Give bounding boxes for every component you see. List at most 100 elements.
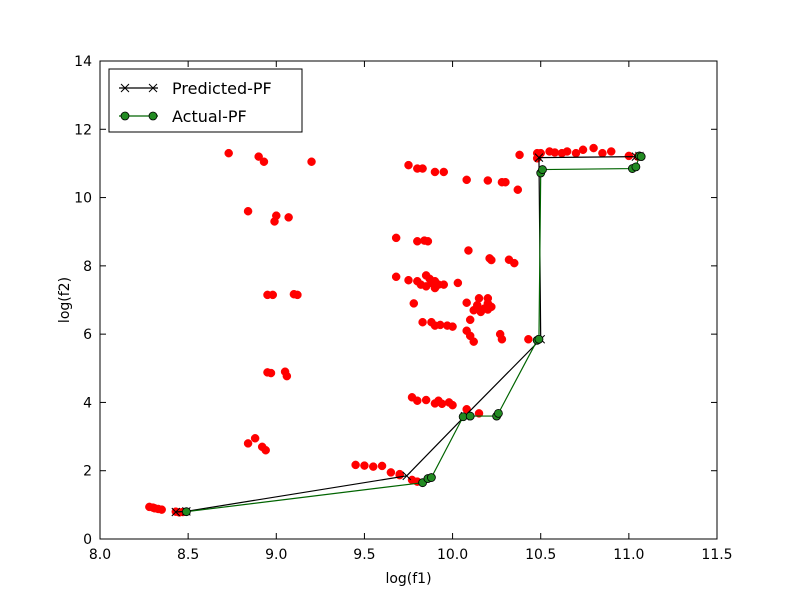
legend: Predicted-PF Actual-PF <box>108 68 303 133</box>
legend-item-predicted-pf <box>119 83 158 93</box>
scatter-point <box>435 320 445 330</box>
scatter-point <box>368 462 378 471</box>
y-axis-label: log(f2) <box>57 277 73 323</box>
y-tick-label: 8 <box>83 259 92 275</box>
scatter-point <box>515 150 524 160</box>
scatter-point <box>423 237 433 246</box>
scatter-point <box>462 298 471 307</box>
y-tick-label: 14 <box>74 54 92 70</box>
scatter-point <box>487 255 496 265</box>
scatter-point <box>351 460 360 470</box>
scatter-point <box>377 461 387 471</box>
scatter-point <box>474 409 484 418</box>
y-tick-label: 6 <box>83 327 92 343</box>
scatter-point <box>550 148 560 157</box>
predicted-pf-point <box>402 471 412 481</box>
actual-pf-point <box>181 507 191 517</box>
y-tick-label: 10 <box>74 191 92 207</box>
scatter-point <box>272 211 281 220</box>
plot-frame <box>99 60 718 540</box>
legend-label-actual-pf: Actual-PF <box>172 107 247 126</box>
scatter-point <box>418 317 427 327</box>
x-tick-label: 10.0 <box>437 547 468 563</box>
scatter-point <box>421 271 431 280</box>
scatter-point <box>465 315 475 325</box>
scatter-point <box>284 213 293 222</box>
scatter-point <box>157 505 166 514</box>
scatter-point <box>562 147 572 156</box>
actual-pf-point <box>427 473 436 482</box>
axis-tick-labels: 8.0 8.5 9.0 9.5 10.0 10.5 11.0 11.5 0 2 4 6 8 10 12 14 <box>74 54 732 563</box>
axis-ticks <box>99 60 718 540</box>
scatter-point <box>462 175 471 185</box>
x-tick-label: 9.0 <box>265 547 287 563</box>
scatter-point <box>501 177 510 187</box>
y-tick-label: 4 <box>83 395 92 411</box>
scatter-point <box>624 151 634 161</box>
scatter-point <box>261 445 270 455</box>
predicted-pf-point <box>171 507 181 517</box>
scatter-point <box>413 396 422 405</box>
scatter-point <box>266 368 276 378</box>
scatter-point <box>268 290 278 300</box>
scatter-point <box>462 405 471 414</box>
scatter-point <box>250 434 260 443</box>
scatter-point <box>439 280 449 289</box>
scatter-point <box>430 167 440 177</box>
scatter-point <box>474 294 484 303</box>
scatter-point <box>386 468 396 477</box>
scatter-point <box>606 147 616 156</box>
series-line-predicted-pf <box>175 155 640 513</box>
actual-pf-point <box>538 165 547 174</box>
scatter-point <box>483 294 493 303</box>
x-tick-label: 8.0 <box>89 547 111 563</box>
scatter-point <box>453 278 463 288</box>
scatter-point <box>589 143 598 153</box>
scatter-point <box>571 148 581 158</box>
legend-marker <box>148 83 158 93</box>
scatter-point <box>598 148 607 158</box>
scatter-point <box>448 400 457 410</box>
scatter-point <box>243 206 253 216</box>
legend-item-actual-pf <box>119 111 158 121</box>
scatter-point <box>404 275 413 285</box>
scatter-point <box>391 233 401 243</box>
scatter-point <box>404 160 413 170</box>
scatter-point <box>437 399 447 409</box>
x-tick-label: 10.5 <box>525 547 556 563</box>
scatter-point <box>224 148 233 158</box>
x-tick-label: 9.5 <box>353 547 375 563</box>
x-tick-label: 8.5 <box>177 547 199 563</box>
x-axis-label: log(f1) <box>385 571 431 587</box>
scatter-point <box>391 272 401 282</box>
legend-label-predicted-pf: Predicted-PF <box>172 79 272 98</box>
predicted-pf-point <box>534 153 544 162</box>
scatter-point <box>524 335 533 344</box>
scatter-point <box>483 176 493 185</box>
scatter-point <box>469 337 478 346</box>
scatter-point <box>421 395 431 405</box>
scatter-point <box>307 157 316 166</box>
scatter-point <box>578 145 588 155</box>
actual-pf-point <box>631 162 641 172</box>
scatter-point <box>497 335 507 344</box>
scatter-point <box>243 439 253 448</box>
scatter-point <box>510 258 519 268</box>
scatter-point <box>487 302 496 312</box>
legend-marker <box>148 111 158 121</box>
scatter-point <box>430 283 440 293</box>
actual-pf-point <box>534 334 544 344</box>
scatter-point <box>360 461 369 470</box>
y-tick-label: 12 <box>74 122 92 138</box>
scatter-point <box>464 246 473 255</box>
scatter-point <box>282 371 292 381</box>
actual-pf-point <box>636 152 646 162</box>
legend-marker <box>120 83 130 93</box>
scatter-point <box>409 299 419 308</box>
scatter-point <box>448 322 457 331</box>
scatter-point <box>513 185 523 194</box>
actual-pf-point <box>494 408 503 418</box>
scatter-point <box>293 290 302 300</box>
legend-box <box>108 68 303 133</box>
